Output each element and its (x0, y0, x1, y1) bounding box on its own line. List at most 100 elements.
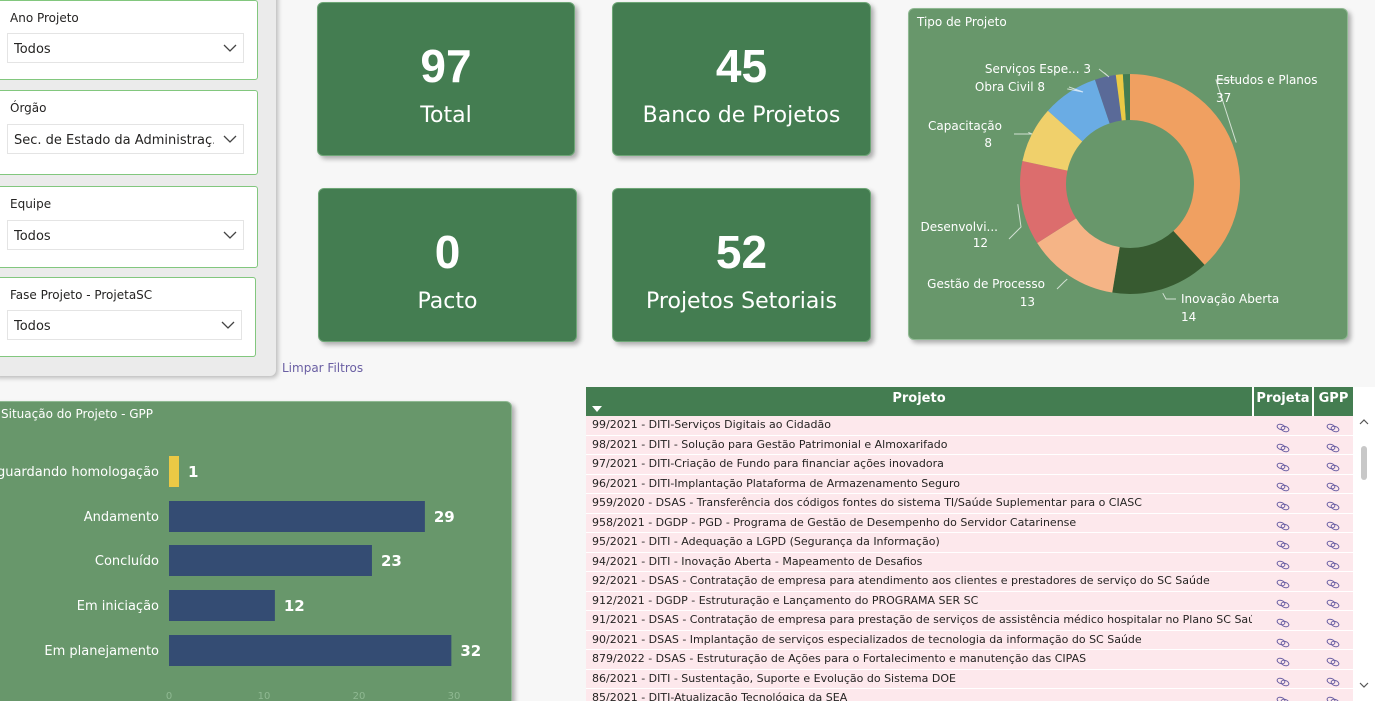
gpp-link-icon[interactable] (1326, 614, 1340, 628)
bar[interactable] (169, 590, 275, 621)
table-row[interactable]: 912/2021 - DGDP - Estruturação e Lançame… (586, 591, 1353, 611)
clear-filters-button[interactable]: Limpar Filtros (282, 361, 364, 375)
chevron-down-icon (221, 321, 235, 329)
projeta-link-icon[interactable] (1276, 634, 1290, 647)
chart-title: Tipo de Projeto (917, 15, 1007, 29)
donut-slice[interactable] (1094, 74, 1122, 124)
slicer-label: Ano Projeto (10, 11, 79, 25)
donut-slice[interactable] (1112, 231, 1205, 294)
donut-slice[interactable] (1020, 161, 1077, 244)
equipe-dropdown[interactable]: Todos (7, 220, 244, 250)
bar[interactable] (169, 635, 452, 666)
donut-slice[interactable] (1047, 79, 1110, 142)
gpp-link-icon[interactable] (1326, 692, 1340, 701)
header-projeto[interactable]: Projeto (892, 391, 946, 406)
donut-slice[interactable] (1022, 110, 1083, 171)
gpp-link-icon[interactable] (1326, 497, 1340, 511)
slicer-equipe: Equipe Todos (0, 186, 258, 268)
table-row[interactable]: 98/2021 - DITI - Solução para Gestão Pat… (586, 435, 1353, 455)
table-scrollbar[interactable] (1357, 416, 1371, 696)
projeta-link-icon[interactable] (1276, 439, 1290, 452)
slice-label: Estudos e Planos (1216, 73, 1318, 87)
table-row[interactable]: 92/2021 - DSAS - Contratação de empresa … (586, 572, 1353, 592)
gpp-link-icon[interactable] (1326, 634, 1340, 647)
table-row[interactable]: 958/2021 - DGDP - PGD - Programa de Gest… (586, 513, 1353, 533)
projeta-link-icon[interactable] (1276, 673, 1290, 686)
category-label: Em iniciação (77, 599, 159, 614)
orgao-dropdown[interactable]: Sec. de Estado da Administraç... (7, 124, 244, 154)
projeta-link-icon[interactable] (1276, 575, 1290, 589)
projeta-link-icon[interactable] (1276, 653, 1290, 667)
projeta-link-icon[interactable] (1276, 517, 1290, 530)
slice-value-label: 8 (984, 136, 992, 150)
gpp-link-icon[interactable] (1326, 458, 1340, 472)
donut-slice[interactable] (1037, 218, 1120, 293)
projeta-link-icon[interactable] (1276, 595, 1290, 608)
kpi-value: 52 (715, 226, 768, 278)
gpp-link-icon[interactable] (1326, 439, 1340, 452)
category-label: Concluído (95, 554, 159, 569)
table-row[interactable]: 91/2021 - DSAS - Contratação de empresa … (586, 611, 1353, 631)
kpi-value: 97 (420, 40, 472, 92)
projeta-link-icon[interactable] (1276, 497, 1290, 511)
slicer-label: Equipe (10, 197, 52, 211)
gpp-link-icon[interactable] (1326, 536, 1340, 550)
header-projeta[interactable]: Projeta (1252, 387, 1312, 416)
table-row[interactable]: 96/2021 - DITI-Implantação Plataforma de… (586, 474, 1353, 494)
scroll-down-icon[interactable] (1359, 681, 1369, 689)
donut-slice[interactable] (1122, 74, 1130, 121)
leader-line (1098, 68, 1110, 78)
table-row[interactable]: 94/2021 - DITI - Inovação Aberta - Mapea… (586, 552, 1353, 572)
bar[interactable] (169, 545, 372, 576)
table-row[interactable]: 95/2021 - DITI - Adequação a LGPD (Segur… (586, 533, 1353, 553)
slice-value-label: 13 (1020, 295, 1035, 309)
projects-table: Projeto Projeta GPP 99/2021 - DITI-Servi… (586, 387, 1375, 701)
bar[interactable] (169, 501, 425, 532)
projeta-link-icon[interactable] (1276, 458, 1290, 472)
donut-slice[interactable] (1130, 74, 1240, 265)
gpp-link-icon[interactable] (1326, 595, 1340, 608)
table-row[interactable]: 99/2021 - DITI-Serviços Digitais ao Cida… (586, 416, 1353, 436)
slicer-ano-projeto: Ano Projeto Todos (0, 0, 258, 80)
gpp-link-icon[interactable] (1326, 478, 1340, 491)
gpp-link-icon[interactable] (1326, 653, 1340, 667)
x-tick-label: 0 (166, 691, 172, 701)
table-row[interactable]: 86/2021 - DITI - Sustentação, Suporte e … (586, 669, 1353, 689)
header-gpp[interactable]: GPP (1312, 387, 1353, 416)
project-name-cell: 959/2020 - DSAS - Transferência dos códi… (592, 496, 1142, 509)
projeta-link-icon[interactable] (1276, 478, 1290, 491)
gpp-link-icon[interactable] (1326, 673, 1340, 686)
filter-panel: Ano Projeto Todos Órgão Sec. de Estado d… (0, 0, 276, 376)
sort-desc-icon[interactable] (592, 406, 602, 412)
kpi-label: Total (420, 103, 472, 128)
scroll-up-icon[interactable] (1359, 418, 1369, 426)
project-name-cell: 92/2021 - DSAS - Contratação de empresa … (592, 574, 1210, 587)
slicer-label: Fase Projeto - ProjetaSC (10, 288, 153, 302)
projeta-link-icon[interactable] (1276, 556, 1290, 569)
scroll-thumb[interactable] (1361, 446, 1367, 480)
chart-title: Situação do Projeto - GPP (1, 407, 154, 421)
slice-label: Obra Civil 8 (975, 80, 1045, 94)
table-row[interactable]: 90/2021 - DSAS - Implantação de serviços… (586, 630, 1353, 650)
table-row[interactable]: 959/2020 - DSAS - Transferência dos códi… (586, 494, 1353, 514)
fase-projeto-dropdown[interactable]: Todos (7, 310, 242, 340)
projeta-link-icon[interactable] (1276, 419, 1290, 433)
ano-projeto-dropdown[interactable]: Todos (7, 33, 244, 63)
table-row[interactable]: 879/2022 - DSAS - Estruturação de Ações … (586, 650, 1353, 670)
leader-line (1067, 86, 1084, 93)
projeta-link-icon[interactable] (1276, 692, 1290, 701)
bar[interactable] (169, 456, 179, 487)
x-tick-label: 20 (353, 691, 366, 701)
gpp-link-icon[interactable] (1326, 517, 1340, 530)
table-row[interactable]: 85/2021 - DITI-Atualização Tecnológica d… (586, 689, 1353, 701)
donut-slice[interactable] (1115, 74, 1126, 121)
gpp-link-icon[interactable] (1326, 575, 1340, 589)
x-tick-label: 10 (258, 691, 271, 701)
slice-value-label: 14 (1181, 310, 1196, 324)
projeta-link-icon[interactable] (1276, 614, 1290, 628)
gpp-link-icon[interactable] (1326, 556, 1340, 569)
gpp-link-icon[interactable] (1326, 419, 1340, 433)
table-row[interactable]: 97/2021 - DITI-Criação de Fundo para fin… (586, 455, 1353, 475)
projeta-link-icon[interactable] (1276, 536, 1290, 550)
